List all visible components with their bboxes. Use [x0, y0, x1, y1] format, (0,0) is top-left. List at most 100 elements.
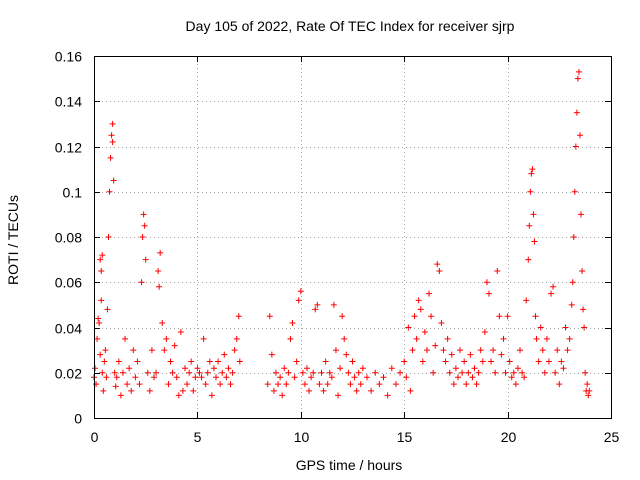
data-point: [233, 335, 240, 342]
data-point: [392, 381, 399, 388]
data-point: [548, 290, 555, 297]
data-point: [500, 335, 507, 342]
data-point: [339, 313, 346, 320]
data-point: [179, 387, 186, 394]
y-tick-label: 0.14: [55, 94, 82, 110]
data-point: [539, 347, 546, 354]
data-point: [190, 387, 197, 394]
data-point: [432, 342, 439, 349]
data-point: [376, 381, 383, 388]
data-point: [103, 374, 110, 381]
data-point: [465, 369, 472, 376]
data-point: [535, 358, 542, 365]
data-point: [550, 283, 557, 290]
data-point: [223, 374, 230, 381]
data-point: [525, 256, 532, 263]
data-point: [144, 369, 151, 376]
data-point: [488, 358, 495, 365]
data-point: [417, 306, 424, 313]
data-point: [113, 374, 120, 381]
data-point: [570, 234, 577, 240]
axis-ticks: 0 5 10 15 20 25 0 0.02 0.04 0.06 0.08 0.1 0.12 0.14 0.…: [55, 49, 620, 446]
data-point: [380, 374, 387, 381]
data-point: [397, 369, 404, 376]
data-point: [326, 369, 333, 376]
data-point: [454, 374, 461, 381]
data-point: [130, 347, 137, 354]
y-tick-label: 0.08: [55, 230, 82, 246]
data-point: [215, 358, 222, 365]
data-point: [108, 132, 115, 139]
data-point: [94, 335, 101, 342]
data-point: [463, 381, 470, 388]
data-point: [572, 143, 579, 150]
data-point: [165, 381, 172, 388]
data-point: [98, 297, 105, 304]
data-point: [210, 365, 217, 372]
data-point: [585, 392, 592, 399]
data-point: [291, 374, 298, 381]
data-point: [111, 369, 118, 376]
data-point: [533, 335, 540, 342]
data-point: [351, 374, 358, 381]
y-tick-label: 0.12: [55, 140, 82, 156]
data-point: [448, 351, 455, 358]
data-point: [428, 313, 435, 320]
data-point: [541, 369, 548, 376]
data-point: [581, 324, 588, 331]
data-point: [314, 301, 321, 308]
data-point: [124, 381, 131, 388]
data-point: [457, 347, 464, 354]
data-point: [543, 335, 550, 342]
data-point: [345, 369, 352, 376]
y-tick-label: 0.06: [55, 275, 82, 291]
data-point: [411, 313, 418, 320]
data-point: [508, 374, 515, 381]
data-point: [308, 374, 315, 381]
data-point: [409, 347, 416, 354]
data-point: [304, 365, 311, 372]
data-point: [575, 68, 582, 75]
data-point: [163, 335, 170, 342]
data-point: [413, 335, 420, 342]
data-point: [184, 381, 191, 388]
data-point: [528, 170, 535, 177]
x-tick-label: 25: [604, 429, 620, 445]
data-point: [363, 374, 370, 381]
data-point: [512, 381, 519, 388]
data-point: [266, 313, 273, 320]
y-tick-label: 0.16: [55, 49, 82, 65]
data-point: [571, 188, 578, 195]
data-point: [105, 234, 112, 240]
data-point: [169, 369, 176, 376]
data-series: [91, 68, 593, 399]
data-point: [92, 365, 99, 372]
data-point: [293, 358, 300, 365]
data-point: [272, 369, 279, 376]
data-point: [264, 381, 271, 388]
data-point: [459, 369, 466, 376]
x-tick-label: 20: [501, 429, 517, 445]
data-point: [566, 335, 573, 342]
data-point: [574, 75, 581, 82]
data-point: [556, 381, 563, 388]
data-point: [355, 369, 362, 376]
data-point: [285, 369, 292, 376]
data-point: [96, 319, 103, 326]
data-point: [450, 381, 457, 388]
data-point: [442, 358, 449, 365]
data-point: [320, 387, 327, 394]
data-point: [531, 238, 538, 245]
data-point: [268, 351, 275, 358]
data-point: [316, 381, 323, 388]
data-point: [477, 347, 484, 354]
data-point: [231, 347, 238, 354]
x-tick-label: 10: [294, 429, 310, 445]
data-point: [297, 288, 304, 295]
data-point: [407, 387, 414, 394]
data-point: [479, 358, 486, 365]
data-point: [554, 347, 561, 354]
data-point: [299, 369, 306, 376]
data-point: [186, 369, 193, 376]
data-point: [227, 381, 234, 388]
